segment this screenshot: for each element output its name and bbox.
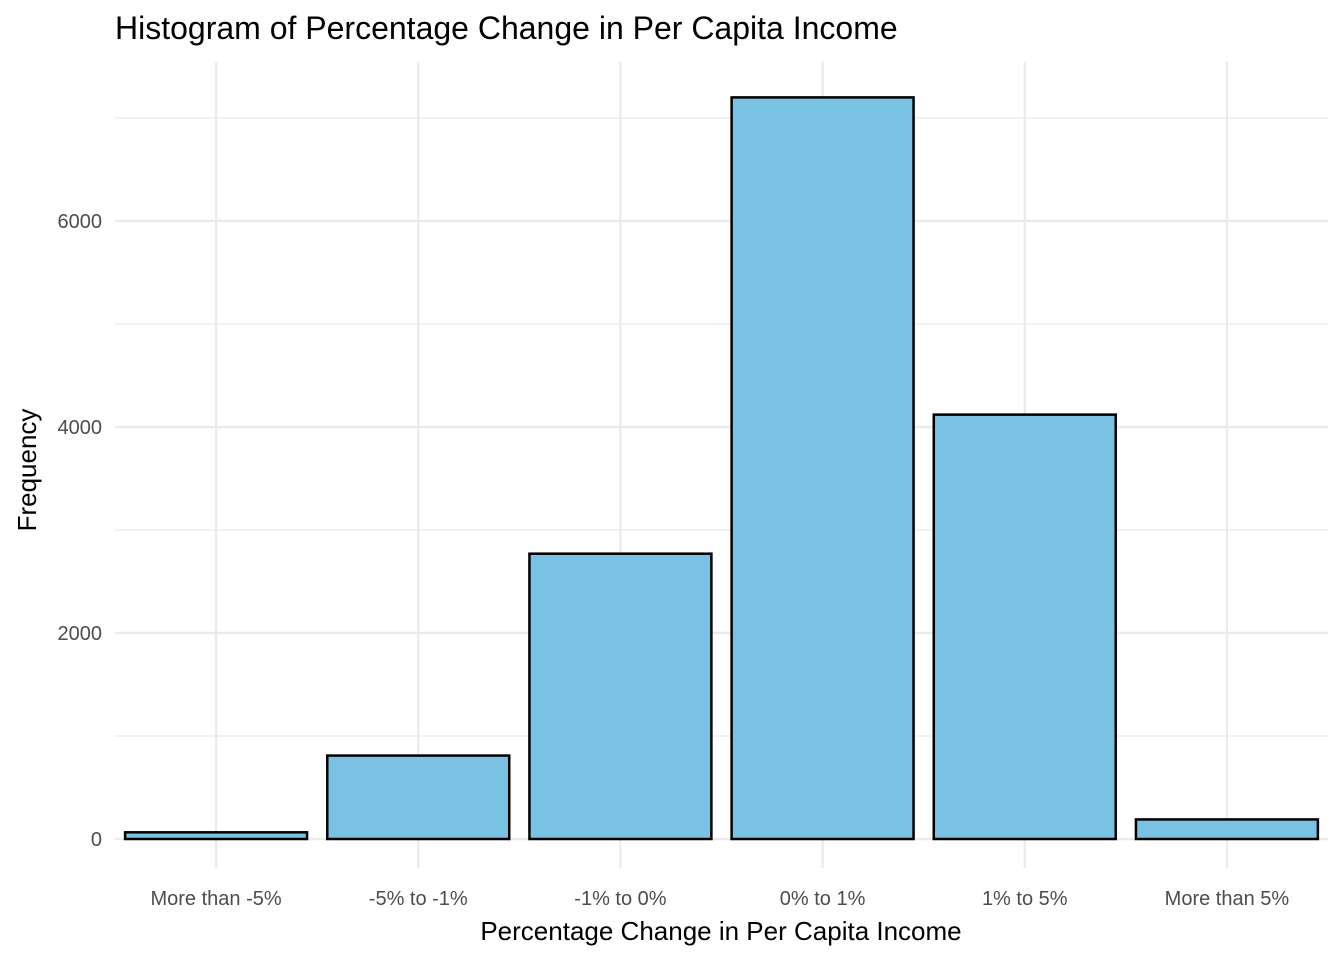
bar-0 bbox=[123, 831, 309, 841]
y-tick-label: 0 bbox=[91, 829, 102, 851]
y-axis-ticks: 0 2000 4000 6000 bbox=[58, 211, 103, 851]
x-tick-label: More than 5% bbox=[1165, 888, 1290, 910]
x-tick-label: 1% to 5% bbox=[982, 888, 1068, 910]
bar-3 bbox=[730, 96, 915, 841]
x-tick-label: More than -5% bbox=[150, 888, 281, 910]
x-tick-label: -5% to -1% bbox=[369, 888, 468, 910]
grid-lines bbox=[115, 62, 1328, 868]
bar-4 bbox=[932, 413, 1117, 841]
x-tick-label: -1% to 0% bbox=[574, 888, 666, 910]
bar-2 bbox=[528, 552, 713, 841]
bar-1 bbox=[326, 754, 511, 841]
chart-title: Histogram of Percentage Change in Per Ca… bbox=[115, 10, 898, 46]
y-tick-label: 4000 bbox=[58, 417, 103, 439]
bars bbox=[123, 96, 1320, 841]
x-axis-ticks: More than -5% -5% to -1% -1% to 0% 0% to 1%… bbox=[150, 888, 1289, 910]
y-axis-title: Frequency bbox=[12, 409, 42, 532]
y-tick-label: 2000 bbox=[58, 623, 103, 645]
bar-5 bbox=[1134, 818, 1320, 841]
x-tick-label: 0% to 1% bbox=[780, 888, 866, 910]
y-tick-label: 6000 bbox=[58, 211, 103, 233]
x-axis-title: Percentage Change in Per Capita Income bbox=[480, 916, 961, 946]
